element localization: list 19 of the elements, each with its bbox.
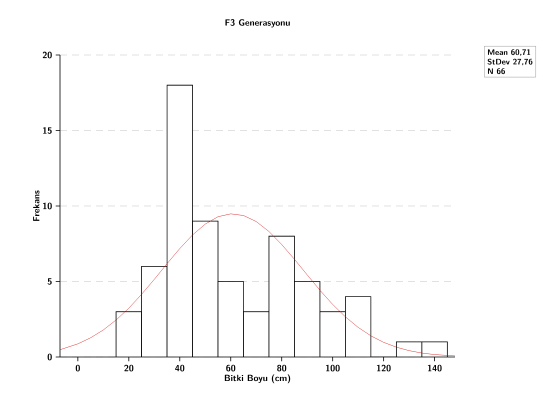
- x-tick-label: 100: [326, 364, 340, 372]
- x-axis-title: Bitki Boyu (cm): [224, 374, 290, 384]
- x-tick-label: 140: [428, 364, 442, 372]
- y-tick-label: 0: [48, 354, 52, 360]
- y-tick-label: 20: [42, 52, 52, 58]
- text: StDev 27,76: [488, 58, 532, 66]
- y-axis-title: Frekans: [33, 190, 40, 221]
- x-tick-label: 20: [124, 364, 134, 372]
- x-tick-label: 40: [175, 364, 184, 372]
- text: N 66: [488, 68, 505, 74]
- y-tick-label: 5: [48, 278, 52, 285]
- x-tick-label: 0: [76, 364, 80, 372]
- x-tick-label: 60: [226, 364, 236, 372]
- x-tick-label: 120: [376, 364, 391, 372]
- x-tick-label: 80: [277, 364, 286, 372]
- text: Mean 60,71: [488, 49, 530, 56]
- chart-title: F3 Generasyonu: [225, 19, 290, 28]
- y-tick-label: 15: [42, 127, 52, 134]
- y-tick-label: 10: [42, 202, 52, 210]
